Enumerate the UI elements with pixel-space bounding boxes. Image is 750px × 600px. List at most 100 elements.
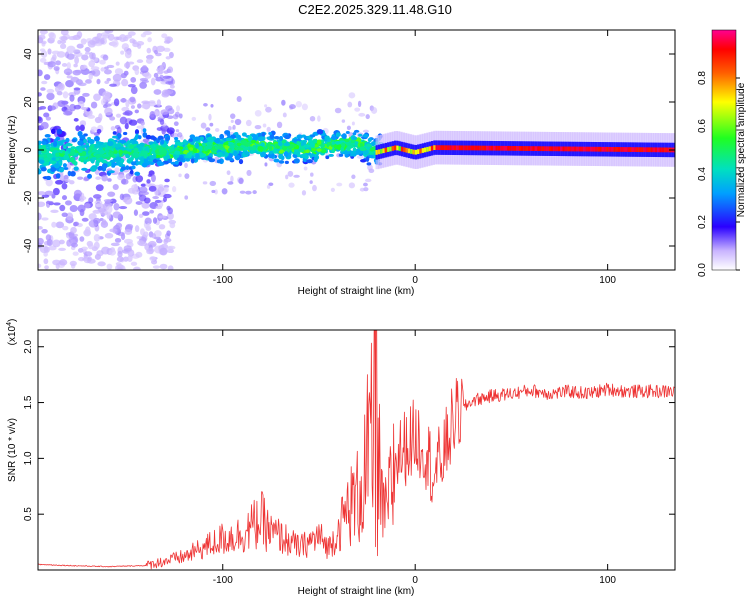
spectrogram-cell [38,263,42,269]
spectrogram-cell [131,165,136,170]
spectrogram-cell [500,145,505,151]
spectrogram-cell [262,123,267,128]
spectrogram-cell [65,80,74,88]
spectrogram-cell [39,48,46,52]
spectrogram-cell [137,240,145,246]
spectrogram-cell [287,170,294,177]
spectrogram-cell [75,125,81,132]
spectrogram-cell [147,37,152,43]
spectrogram-cell [56,128,63,135]
spectrogram-cell [81,54,89,61]
spectrogram-cell [281,99,286,106]
spectrogram-cell [95,153,101,159]
spectrogram-cell [38,201,46,208]
spectrogram-cell [60,43,67,50]
spectrogram-cell [70,148,75,155]
spectrogram-cell [124,62,131,69]
spectrogram-cell [141,162,148,168]
spectrogram-cell [154,199,162,204]
spectrogram-ytick-label: -40 [23,238,34,253]
spectrogram-cell [106,77,111,82]
spectrogram-cell [617,147,622,152]
spectrogram-cell [458,145,463,151]
spectrogram-cell [47,61,56,68]
spectrogram-cell [117,267,123,270]
spectrogram-cell [51,157,56,161]
spectrogram-ytick-label: 40 [23,48,34,60]
spectrogram-cell [659,147,664,153]
spectrogram-cell [229,158,234,161]
spectrogram-cell [84,51,91,55]
spectrogram-cell [266,126,271,132]
spectrogram-cell [360,158,367,163]
spectrogram-cell [45,200,54,205]
spectrogram-cell [80,157,85,161]
spectrogram-cell [164,145,170,150]
spectrogram-cell [38,191,46,196]
spectrogram-cell [91,68,101,77]
spectrogram-cell [55,173,61,179]
spectrogram-cell [234,118,242,126]
spectrogram-cell [97,261,106,267]
spectrogram-cell [451,145,456,151]
spectrogram-cell [268,145,273,152]
spectrogram-cell [53,66,60,71]
spectrogram-cell [351,121,355,126]
spectrogram-cell [664,147,669,153]
snr-multiplier-close: ) [7,319,18,322]
spectrogram-cell [52,239,61,248]
spectrogram-cell [121,43,129,50]
spectrogram-cell [358,133,363,137]
spectrogram-cell [611,146,616,152]
colorbar-gradient [711,29,737,271]
spectrogram-cell [96,78,101,85]
spectrogram-cell [230,175,234,183]
spectrogram-cell [102,154,109,157]
spectrogram-cell [320,148,327,154]
spectrogram-cell [613,146,618,152]
spectrogram-cell [195,153,200,159]
spectrogram-cell [209,122,214,127]
spectrogram-cell [470,145,475,151]
spectrogram-cell [622,147,627,152]
snr-ylabel: SNR (10 * v/v) [7,418,18,482]
spectrogram-cell [79,134,86,140]
spectrogram-cell [486,145,491,151]
spectrogram-cell [145,58,153,64]
spectrogram-cell [541,146,546,152]
spectrogram-cell [134,171,141,176]
spectrogram-cell [101,219,107,226]
spectrogram-cell [87,137,92,141]
spectrogram-cell [151,154,157,159]
spectrogram-xtick-label: 0 [412,275,418,286]
spectrogram-cell [240,144,246,149]
spectrogram-cell [467,145,472,151]
spectrogram-cell [134,225,140,233]
spectrogram-cell [65,137,70,143]
spectrogram-cell [576,146,581,152]
spectrogram-cell [165,136,171,142]
spectrogram-cell [410,149,415,154]
snr-ytick-label: 1.0 [23,451,34,465]
spectrogram-cell [269,133,275,140]
spectrogram-cell [370,106,378,114]
spectrogram-cell [120,72,127,79]
spectrogram-cell [396,145,401,151]
spectrogram-cell [142,138,150,143]
spectrogram-cell [236,96,242,102]
spectrogram-cell [98,149,106,155]
spectrogram-cell [352,147,357,152]
spectrogram-cell [295,145,300,150]
spectrogram-cell [68,36,78,41]
spectrogram-cell [393,145,398,151]
spectrogram-cell [199,152,204,158]
spectrogram-cell [57,39,62,45]
spectrogram-cell [353,129,360,133]
snr-xtick-label: -100 [213,575,233,586]
spectrogram-cell [62,163,67,168]
spectrogram-cell [52,259,61,266]
spectrogram-cell [70,146,76,150]
spectrogram-cell [456,145,461,151]
spectrogram-cell [539,146,544,152]
spectrogram-cell [260,151,267,158]
